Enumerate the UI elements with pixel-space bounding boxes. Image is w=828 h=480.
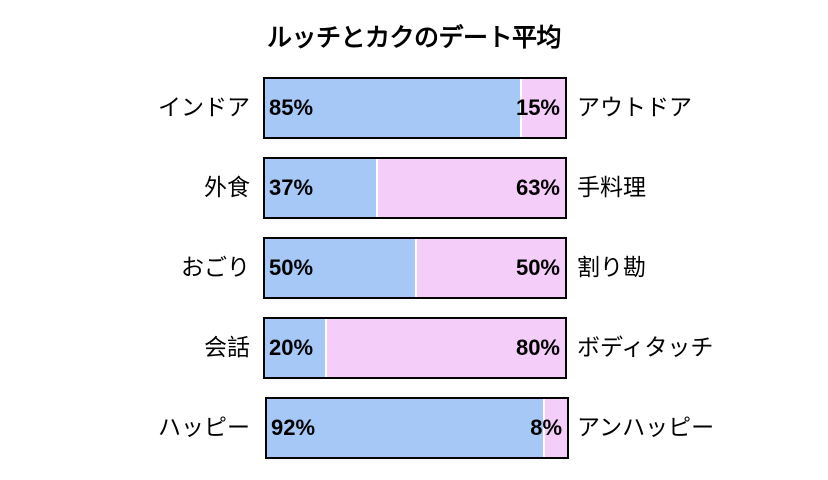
bar-segment-right: 15% [516, 79, 565, 137]
stacked-bar: 92% 8% [265, 397, 569, 459]
row-left-label: 会話 [204, 335, 250, 361]
row-right-label: アウトドア [577, 95, 692, 121]
bar-segment-right: 63% [376, 159, 565, 217]
bar-segment-left: 50% [265, 239, 415, 297]
data-label-left: 85% [269, 95, 314, 120]
stacked-bar: 50% 50% [263, 237, 567, 299]
stacked-bar: 20% 80% [263, 317, 567, 379]
data-label-left: 92% [271, 415, 316, 440]
bar-segment-left: 85% [265, 79, 520, 137]
bar-segment-right: 50% [415, 239, 565, 297]
data-label-right: 15% [515, 95, 560, 120]
bar-segment-right: 8% [530, 399, 567, 457]
chart-row: おごり 50% 50% 割り勘 [0, 236, 828, 300]
data-label-left: 20% [269, 335, 314, 360]
bar-segment-left: 20% [265, 319, 325, 377]
data-label-right: 8% [530, 415, 562, 440]
chart-row: ハッピー 92% 8% アンハッピー [0, 396, 828, 460]
chart-row: 会話 20% 80% ボディタッチ [0, 316, 828, 380]
stacked-bar: 37% 63% [263, 157, 567, 219]
row-right-label: 手料理 [577, 175, 646, 201]
data-label-right: 80% [515, 335, 560, 360]
data-label-left: 37% [269, 175, 314, 200]
row-left-label: おごり [181, 255, 250, 281]
data-label-left: 50% [269, 255, 314, 280]
chart-row: 外食 37% 63% 手料理 [0, 156, 828, 220]
bar-segment-left: 92% [267, 399, 543, 457]
stacked-bar: 85% 15% [263, 77, 567, 139]
row-right-label: 割り勘 [577, 255, 646, 281]
row-right-label: アンハッピー [577, 415, 715, 441]
row-left-label: ハッピー [158, 415, 250, 441]
data-label-right: 63% [515, 175, 560, 200]
bar-segment-right: 80% [325, 319, 565, 377]
data-label-right: 50% [515, 255, 560, 280]
chart-row: インドア 85% 15% アウトドア [0, 76, 828, 140]
row-left-label: インドア [158, 95, 250, 121]
chart-title: ルッチとカクのデート平均 [266, 23, 562, 52]
row-left-label: 外食 [204, 175, 250, 201]
row-right-label: ボディタッチ [577, 335, 714, 361]
bar-segment-left: 37% [265, 159, 376, 217]
